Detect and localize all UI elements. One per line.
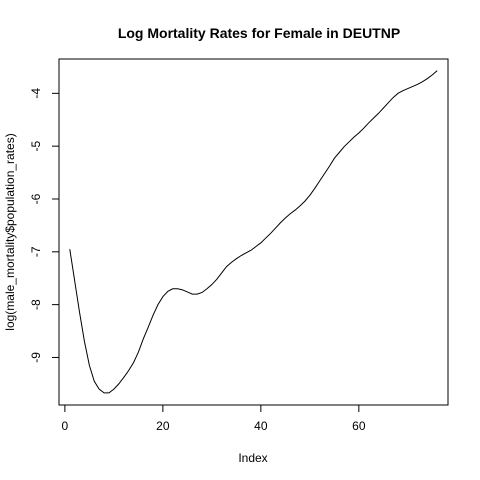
y-tick-label: -9 bbox=[29, 352, 43, 363]
x-tick-label: 40 bbox=[254, 419, 268, 433]
y-tick-label: -6 bbox=[29, 193, 43, 204]
chart-title: Log Mortality Rates for Female in DEUTNP bbox=[118, 25, 400, 41]
x-tick-label: 60 bbox=[352, 419, 366, 433]
y-tick-label: -4 bbox=[29, 88, 43, 99]
y-axis: -9 -8 -7 -6 -5 -4 bbox=[29, 88, 60, 363]
x-axis-label: Index bbox=[238, 451, 267, 465]
series-line bbox=[69, 70, 438, 394]
y-tick-label: -7 bbox=[29, 246, 43, 257]
y-tick-label: -5 bbox=[29, 141, 43, 152]
x-tick-label: 20 bbox=[156, 419, 170, 433]
y-tick-label: -8 bbox=[29, 299, 43, 310]
y-axis-label: log(male_mortality$population_rates) bbox=[3, 133, 17, 330]
plot-frame bbox=[58, 58, 449, 406]
x-axis: 0 20 40 60 bbox=[62, 404, 366, 433]
x-tick-label: 0 bbox=[62, 419, 69, 433]
